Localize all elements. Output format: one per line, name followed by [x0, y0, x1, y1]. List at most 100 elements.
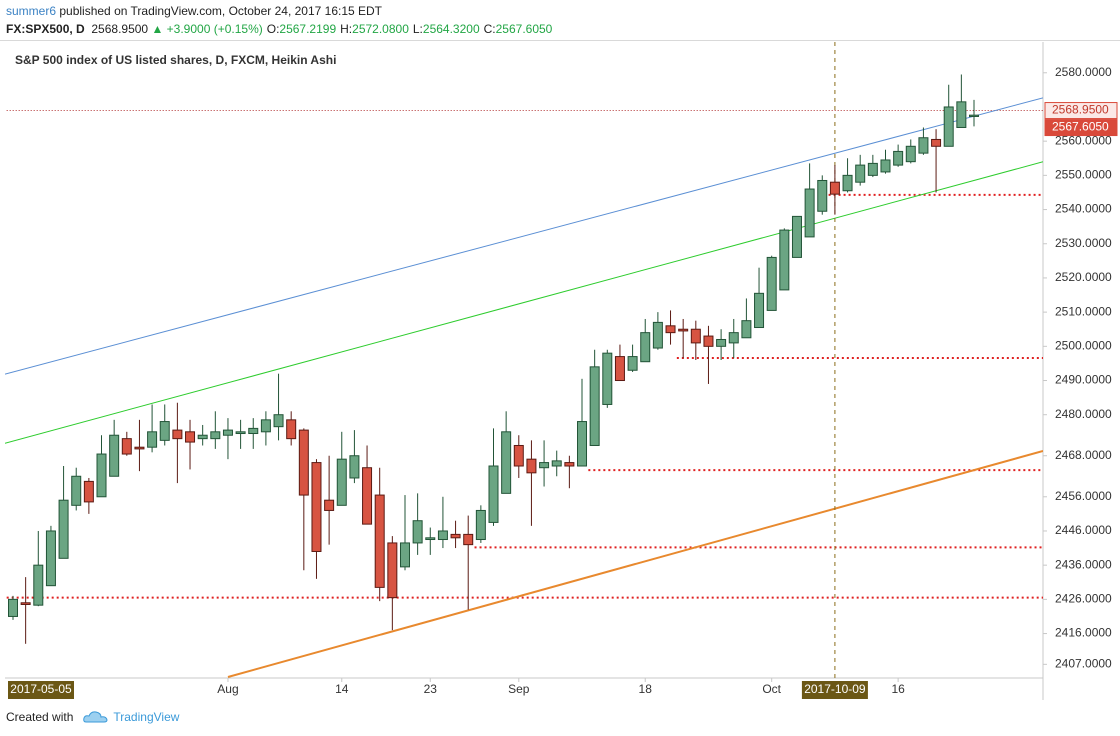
candle-body	[829, 181, 840, 195]
candle-body	[374, 494, 385, 588]
x-tick-label: 16	[891, 682, 905, 696]
candle-body	[678, 328, 689, 332]
header: summer6 published on TradingView.com, Oc…	[0, 0, 1120, 41]
y-tick-label: 2560.0000	[1055, 133, 1112, 147]
candle-body	[450, 533, 461, 539]
candle-body	[336, 458, 347, 506]
candle-body	[539, 462, 550, 469]
x-tick-label: 18	[639, 682, 653, 696]
chart-title: S&P 500 index of US listed shares, D, FX…	[15, 53, 336, 67]
candle-body	[8, 598, 18, 617]
candle-body	[172, 429, 183, 440]
candle-body	[134, 446, 145, 450]
candle-body	[614, 356, 625, 382]
ohlc-label: H:	[340, 22, 353, 36]
candle-body	[943, 106, 954, 147]
y-tick-label: 2500.0000	[1055, 338, 1112, 352]
candle-body	[96, 453, 107, 498]
candle-body	[867, 162, 878, 176]
brand[interactable]: TradingView	[113, 710, 180, 724]
candle-body	[273, 414, 284, 428]
price-tag-label: 2568.9500	[1052, 103, 1109, 117]
date-tag-label: 2017-05-05	[10, 682, 72, 696]
candle-body	[399, 542, 410, 568]
candle-body	[754, 292, 765, 329]
trend-line	[227, 450, 1043, 678]
candle-body	[501, 431, 512, 494]
quote-line: FX:SPX500, D 2568.9500 ▲ +3.9000 (+0.15%…	[6, 22, 552, 36]
candle-body	[235, 431, 246, 435]
drawings	[5, 42, 1043, 678]
author[interactable]: summer6	[6, 4, 57, 18]
candle-body	[210, 431, 221, 440]
candle-body	[880, 159, 891, 173]
y-tick-label: 2426.0000	[1055, 592, 1112, 606]
candle-body	[956, 101, 967, 128]
candle-body	[71, 475, 82, 506]
y-tick-label: 2490.0000	[1055, 373, 1112, 387]
trend-line	[5, 97, 1043, 375]
candle-body	[488, 465, 499, 523]
candle-body	[58, 499, 69, 559]
candle-body	[185, 431, 196, 443]
axes: 2407.0000 2416.0000 2426.0000 2436.0000 2446…	[8, 65, 1118, 699]
date-tag	[801, 681, 868, 699]
candle-body	[387, 542, 398, 599]
candle-body	[286, 419, 297, 440]
ohlc-value: 2567.6050	[495, 22, 553, 36]
price-tag	[1044, 119, 1118, 137]
price-tag	[1044, 102, 1118, 120]
candle-body	[791, 215, 802, 258]
ohlc: O:2567.2199 H:2572.0800 L:2564.3200 C:2567.…	[263, 22, 553, 36]
candle-body	[640, 332, 651, 363]
candle-body	[147, 431, 158, 448]
candle-body	[311, 462, 322, 552]
candle-body	[779, 229, 790, 291]
candle-body	[248, 427, 259, 435]
candle-body	[969, 114, 979, 117]
x-tick-label: 23	[424, 682, 438, 696]
ohlc-value: 2572.0800	[352, 22, 409, 36]
candle-body	[222, 429, 233, 436]
y-tick-label: 2520.0000	[1055, 270, 1112, 284]
x-tick-label: 14	[335, 682, 349, 696]
published: published on TradingView.com, October 24…	[59, 4, 383, 18]
x-tick-label: Sep	[508, 682, 530, 696]
candle-body	[197, 434, 208, 440]
x-tick-label: Aug	[217, 682, 238, 696]
logo	[83, 711, 108, 723]
candle-body	[728, 332, 739, 344]
candle-body	[564, 462, 575, 467]
candle-body	[905, 145, 916, 163]
candle-body	[690, 328, 701, 344]
candle-body	[652, 321, 663, 349]
candle-body	[931, 138, 942, 147]
candle-body	[893, 150, 904, 166]
candle-body	[842, 174, 853, 192]
y-tick-label: 2510.0000	[1055, 304, 1112, 318]
candle-body	[20, 602, 31, 605]
publish-line: summer6 published on TradingView.com, Oc…	[6, 4, 382, 18]
ohlc-label: C:	[483, 22, 496, 36]
candle-body	[412, 520, 423, 544]
y-tick-label: 2456.0000	[1055, 489, 1112, 503]
y-tick-label: 2407.0000	[1055, 656, 1112, 670]
candle-body	[855, 164, 866, 183]
candle-body	[159, 421, 170, 441]
date-tag	[8, 681, 74, 699]
ohlc-value: 2564.3200	[422, 22, 480, 36]
trend-line	[5, 161, 1043, 444]
candle-body	[121, 438, 132, 455]
y-tick-label: 2468.0000	[1055, 448, 1112, 462]
y-tick-label: 2436.0000	[1055, 557, 1112, 571]
candle-body	[577, 421, 588, 467]
candle-body	[804, 188, 815, 238]
y-tick-label: 2540.0000	[1055, 202, 1112, 216]
change: ▲ +3.9000 (+0.15%)	[151, 22, 263, 36]
candle-body	[463, 533, 474, 546]
candle-body	[817, 179, 828, 212]
footer: Created with TradingView	[6, 710, 179, 724]
symbol: FX:SPX500, D	[6, 22, 85, 36]
candle-body	[83, 480, 94, 503]
